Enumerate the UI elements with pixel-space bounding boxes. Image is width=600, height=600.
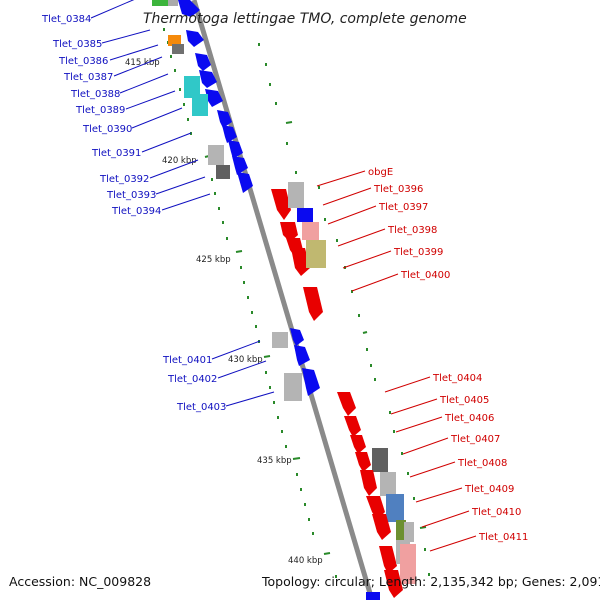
gene-tlet-0398 <box>291 248 310 276</box>
gene-tlet-0394 <box>237 172 253 193</box>
gene-tlet-0388-cyan <box>184 76 200 98</box>
gene-tlet-0393 <box>232 156 248 175</box>
gene-tlet-0410-green <box>396 520 406 540</box>
gene-label[interactable]: Tlet_0397 <box>378 202 428 213</box>
gene-label[interactable]: Tlet_0389 <box>75 105 125 116</box>
gene-label[interactable]: Tlet_0402 <box>167 374 217 385</box>
gene-tlet-0405 <box>344 416 361 437</box>
gene-tlet-0393-grey <box>216 165 230 179</box>
gene-label[interactable]: Tlet_0384 <box>41 14 91 25</box>
gene-tlet-0401 <box>290 328 304 346</box>
gene-tlet-0391 <box>217 110 232 128</box>
scale-label: 440 kbp <box>288 556 323 566</box>
gene-tlet-0386 <box>168 35 181 46</box>
gene-tlet-0409-blue <box>386 494 404 522</box>
scale-ticks <box>163 28 430 578</box>
gene-tlet-0403-grey <box>284 373 302 401</box>
gene-label[interactable]: Tlet_0391 <box>91 148 141 159</box>
gene-tlet-0406 <box>350 435 366 454</box>
gene-tlet-0387 <box>172 44 184 54</box>
gene-tlet-0403 <box>302 368 320 396</box>
gene-glyphs <box>152 0 416 600</box>
gene-tlet-0391b <box>222 125 237 143</box>
gene-label[interactable]: Tlet_0387 <box>63 72 113 83</box>
gene-label[interactable]: Tlet_0404 <box>432 373 482 384</box>
gene-label[interactable]: Tlet_0408 <box>457 458 507 469</box>
left-gene-labels: Tlet_0384 Tlet_0385 Tlet_0386 Tlet_0387 … <box>41 14 226 413</box>
gene-tlet-0411 <box>379 546 397 574</box>
gene-label[interactable]: Tlet_0398 <box>387 225 437 236</box>
gene-tlet-0384-tint2 <box>168 0 178 6</box>
topology-text: Topology: circular; Length: 2,135,342 bp… <box>261 574 600 589</box>
gene-tlet-0388 <box>195 53 211 71</box>
gene-label[interactable]: obgE <box>368 167 393 178</box>
gene-tlet-0410-grey <box>404 522 414 542</box>
gene-tlet-0408-grey <box>380 472 396 496</box>
scale-label: 430 kbp <box>228 355 263 365</box>
scale-label: 420 kbp <box>162 156 197 166</box>
gene-tlet-0385 <box>186 30 204 47</box>
gene-label[interactable]: Tlet_0385 <box>52 39 102 50</box>
gene-bottom-blue <box>366 592 380 600</box>
scale-labels: 415 kbp 420 kbp 425 kbp 430 kbp 435 kbp … <box>125 58 323 566</box>
gene-tlet-0392-grey <box>208 145 224 165</box>
gene-label[interactable]: Tlet_0405 <box>439 395 489 406</box>
gene-tlet-0390 <box>205 89 223 107</box>
gene-tlet-0402 <box>294 345 310 366</box>
gene-label[interactable]: Tlet_0392 <box>99 174 149 185</box>
gene-tlet-0412 <box>384 570 403 598</box>
gene-obge <box>271 189 291 220</box>
gene-label[interactable]: Tlet_0394 <box>111 206 161 217</box>
scale-label: 425 kbp <box>196 255 231 265</box>
scale-label: 435 kbp <box>257 456 292 466</box>
map-title: Thermotoga lettingae TMO, complete genom… <box>143 11 467 27</box>
gene-tlet-0407-grey <box>372 448 388 472</box>
gene-tlet-0384 <box>178 0 200 17</box>
gene-tlet-0399-olive <box>306 240 326 268</box>
gene-tlet-0400 <box>303 287 323 321</box>
gene-label[interactable]: Tlet_0410 <box>471 507 521 518</box>
gene-label[interactable]: Tlet_0401 <box>162 355 212 366</box>
gene-tlet-0398-pink <box>302 222 319 240</box>
gene-label[interactable]: Tlet_0390 <box>82 124 132 135</box>
gene-tlet-0408 <box>360 470 377 496</box>
gene-tlet-0404 <box>337 392 356 416</box>
label-leaders <box>90 0 477 552</box>
gene-tlet-0389-cyan <box>192 94 208 116</box>
gene-tlet-0384-tint <box>152 0 168 6</box>
scale-label: 415 kbp <box>125 58 160 68</box>
gene-label[interactable]: Tlet_0393 <box>106 190 156 201</box>
gene-tlet-0396 <box>280 222 298 242</box>
gene-label[interactable]: Tlet_0396 <box>373 184 423 195</box>
gene-tlet-0411-pink <box>400 544 416 584</box>
gene-label[interactable]: Tlet_0400 <box>400 270 450 281</box>
accession-text: Accession: NC_009828 <box>9 574 151 589</box>
gene-label[interactable]: Tlet_0403 <box>176 402 226 413</box>
gene-tlet-0397-blue <box>297 208 313 222</box>
gene-tlet-0407 <box>355 452 371 472</box>
gene-tlet-0396-grey <box>288 182 304 208</box>
gene-tlet-0392 <box>228 140 243 159</box>
gene-tlet-0389 <box>199 70 217 88</box>
right-gene-labels: obgE Tlet_0396 Tlet_0397 Tlet_0398 Tlet_… <box>368 167 528 543</box>
gene-label[interactable]: Tlet_0411 <box>478 532 528 543</box>
gene-label[interactable]: Tlet_0406 <box>444 413 494 424</box>
gene-tlet-0401-grey <box>272 332 288 348</box>
gene-label[interactable]: Tlet_0399 <box>393 247 443 258</box>
gene-label[interactable]: Tlet_0388 <box>70 89 120 100</box>
gene-tlet-0410 <box>372 514 391 540</box>
genome-backbone <box>191 0 375 600</box>
gene-label[interactable]: Tlet_0407 <box>450 434 500 445</box>
gene-label[interactable]: Tlet_0386 <box>58 56 108 67</box>
gene-label[interactable]: Tlet_0409 <box>464 484 514 495</box>
